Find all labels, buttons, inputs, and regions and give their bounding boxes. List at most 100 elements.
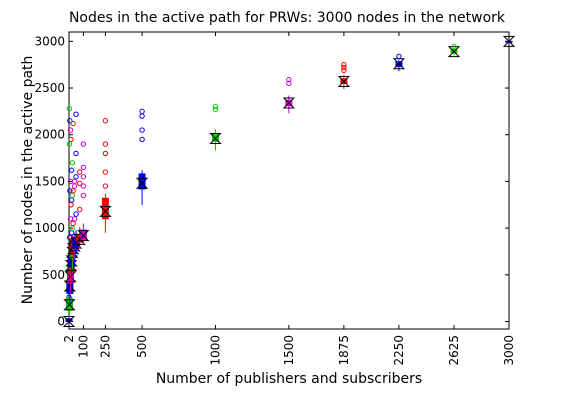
- box-outlier: [67, 127, 74, 133]
- box-outlier: [102, 118, 109, 124]
- box-median-marker-top: [77, 230, 90, 237]
- box-median-marker-bottom: [209, 137, 222, 144]
- y-tick-label: 3000: [34, 34, 65, 48]
- box-group: [392, 53, 406, 72]
- box-median-marker-bottom: [282, 102, 296, 109]
- box-group: [337, 61, 351, 89]
- box-median-marker-bottom: [63, 304, 76, 311]
- x-tick-label: 2: [62, 335, 76, 343]
- box-median-marker-bottom: [447, 50, 461, 58]
- box-outlier: [139, 136, 145, 143]
- box-outlier: [70, 120, 76, 127]
- box-group: [73, 169, 86, 249]
- box-outlier: [212, 106, 219, 113]
- box-median-marker-bottom: [77, 234, 90, 242]
- box-outlier: [73, 174, 79, 180]
- box-outlier: [341, 61, 347, 68]
- box-outlier: [102, 150, 109, 157]
- chart-title: Nodes in the active path for PRWs: 3000 …: [69, 10, 506, 26]
- box-outlier: [68, 167, 75, 173]
- box-median-marker-bottom: [64, 264, 78, 271]
- boxplot-series: [62, 35, 516, 328]
- y-tick-label: 2500: [34, 81, 65, 95]
- x-tick-label: 100: [76, 335, 90, 358]
- box-outlier: [80, 192, 87, 199]
- box-outlier: [80, 141, 87, 147]
- box-outlier: [77, 169, 83, 175]
- box-group: [65, 167, 78, 278]
- box-outlier: [71, 178, 78, 185]
- x-axis-label: Number of publishers and subscribers: [156, 371, 422, 387]
- box-median-marker-bottom: [392, 63, 406, 70]
- y-tick-label: 0: [57, 315, 65, 329]
- box-outlier: [70, 188, 76, 194]
- box-group: [135, 108, 149, 205]
- box-outlier: [80, 174, 87, 180]
- box-outlier: [102, 141, 109, 147]
- box-median-marker-top: [447, 46, 461, 53]
- box-outlier: [70, 220, 76, 227]
- box-median-marker-bottom: [502, 40, 516, 47]
- box-group: [99, 118, 112, 233]
- box-body: [79, 229, 87, 240]
- x-tick-label: 2250: [392, 335, 406, 366]
- box-outlier: [212, 104, 219, 110]
- y-tick-label: 500: [42, 268, 65, 282]
- y-axis-label: Number of nodes in the active path: [20, 56, 36, 305]
- box-outlier: [77, 180, 83, 187]
- box-median-marker-bottom: [337, 80, 351, 87]
- box-body: [138, 173, 146, 190]
- box-median-marker-top: [209, 132, 222, 140]
- box-median-marker-bottom: [69, 242, 83, 249]
- box-outlier: [68, 136, 74, 143]
- box-outlier: [71, 216, 78, 222]
- box-outlier: [80, 183, 87, 189]
- x-tick-label: 1875: [337, 335, 351, 366]
- x-tick-label: 3000: [502, 335, 516, 366]
- box-outlier: [73, 150, 79, 157]
- box-outlier: [80, 164, 87, 171]
- box-outlier: [66, 105, 73, 112]
- box-median-marker-top: [282, 97, 296, 104]
- box-outlier: [67, 118, 73, 124]
- box-outlier: [73, 211, 79, 217]
- box-outlier: [67, 188, 73, 194]
- box-outlier: [73, 111, 79, 117]
- box-median-marker-top: [135, 177, 149, 185]
- box-median-marker-bottom: [135, 182, 149, 189]
- box-outlier: [139, 108, 145, 115]
- box-outlier: [77, 206, 83, 213]
- box-outlier: [341, 64, 347, 71]
- y-tick-label: 2000: [34, 128, 65, 142]
- box-outlier: [341, 67, 347, 73]
- box-outlier: [139, 127, 145, 133]
- box-group: [209, 104, 222, 151]
- x-tick-label: 1000: [208, 335, 222, 366]
- box-group: [77, 141, 90, 245]
- box-median-marker-bottom: [99, 210, 112, 217]
- box-group: [282, 76, 296, 114]
- box-outlier: [69, 160, 76, 166]
- box-median-marker-bottom: [63, 285, 77, 292]
- box-outlier: [102, 169, 109, 175]
- box-median-marker-bottom: [62, 320, 76, 328]
- x-tick-label: 250: [98, 335, 112, 358]
- plot-frame: [68, 31, 510, 330]
- box-outlier: [396, 53, 402, 59]
- box-group: [447, 43, 461, 58]
- box-outlier: [286, 80, 292, 87]
- x-axis: 2 100 250 500 1000 1500 1875 2250 2625 3000: [62, 32, 516, 366]
- y-axis: 0 500 1000 1500 2000 2500 3000: [34, 34, 509, 329]
- box-median-marker-bottom: [64, 275, 77, 283]
- box-group: [502, 35, 516, 47]
- y-tick-label: 1500: [34, 174, 65, 188]
- box-outlier: [66, 141, 73, 147]
- box-outlier: [102, 183, 109, 189]
- x-tick-label: 2625: [447, 335, 461, 366]
- box-median-marker-bottom: [73, 238, 86, 245]
- x-tick-label: 500: [135, 335, 149, 358]
- box-outlier: [286, 76, 292, 83]
- box-median-marker-bottom: [65, 260, 78, 267]
- x-tick-label: 1500: [282, 335, 296, 366]
